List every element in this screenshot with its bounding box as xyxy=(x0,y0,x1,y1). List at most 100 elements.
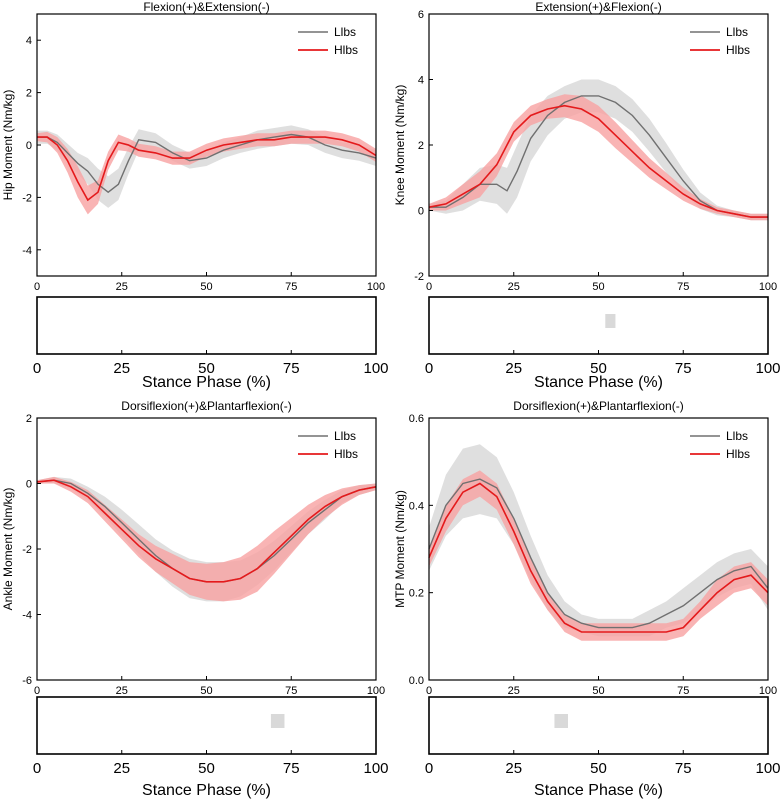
y-tick-label: 0.4 xyxy=(409,500,424,512)
x-tick-label: 0 xyxy=(426,685,432,697)
strip-x-tick-label: 0 xyxy=(425,360,433,377)
series-band-llbs xyxy=(37,125,376,208)
strip-x-tick-label: 75 xyxy=(283,360,300,377)
panel-3: Dorsiflexion(+)&Plantarflexion(-) 2 0 -2 -4 -… xyxy=(1,399,389,799)
strip-x-tick-label: 25 xyxy=(505,760,522,777)
y-tick-label: -4 xyxy=(22,245,32,257)
x-tick-label: 25 xyxy=(116,281,128,293)
x-tick-label: 75 xyxy=(677,281,689,293)
x-tick-label: 50 xyxy=(592,281,604,293)
y-tick-label: 0 xyxy=(26,479,32,491)
x-tick-label: 75 xyxy=(285,281,297,293)
panel-title: Extension(+)&Flexion(-) xyxy=(535,0,661,14)
strip-x-tick-label: 50 xyxy=(198,760,215,777)
series-line-hlbs xyxy=(36,479,377,583)
x-tick-label: 25 xyxy=(508,281,520,293)
strip-x-tick-label: 25 xyxy=(505,360,522,377)
x-tick-label: 75 xyxy=(677,685,689,697)
strip-x-tick-label: 100 xyxy=(755,360,780,377)
x-tick-label: 100 xyxy=(367,685,385,697)
y-tick-label: 0.0 xyxy=(409,675,424,687)
x-tick-label: 0 xyxy=(34,685,40,697)
x-tick-label: 0 xyxy=(34,281,40,293)
y-axis-label: Knee Moment (Nm/kg) xyxy=(393,85,407,206)
significance-marker xyxy=(270,714,285,728)
y-axis-label: Ankle Moment (Nm/kg) xyxy=(1,488,15,611)
significance-strip xyxy=(428,296,769,355)
x-tick-label: 25 xyxy=(116,685,128,697)
panel-1: Flexion(+)&Extension(-) 4 2 0 -2 -4 0 25 50 75 100… xyxy=(1,0,389,391)
y-tick-label: 2 xyxy=(26,88,32,100)
x-axis-label: Stance Phase (%) xyxy=(534,374,663,391)
strip-x-tick-label: 50 xyxy=(590,760,607,777)
y-axis-label: Hip Moment (Nm/kg) xyxy=(1,90,15,201)
x-axis-label: Stance Phase (%) xyxy=(142,782,271,799)
y-axis-label: MTP Moment (Nm/kg) xyxy=(393,490,407,608)
legend-label-hlbs: Hlbs xyxy=(334,447,358,461)
y-tick-label: 0 xyxy=(26,140,32,152)
panel-title: Flexion(+)&Extension(-) xyxy=(143,0,269,14)
strip-x-tick-label: 75 xyxy=(283,760,300,777)
legend-label-hlbs: Hlbs xyxy=(726,447,750,461)
y-tick-label: -2 xyxy=(22,192,32,204)
x-tick-label: 50 xyxy=(200,685,212,697)
x-axis-label: Stance Phase (%) xyxy=(534,782,663,799)
y-tick-label: 2 xyxy=(418,140,424,152)
legend-label-hlbs: Hlbs xyxy=(334,43,358,57)
series-band-llbs xyxy=(429,79,768,221)
strip-x-tick-label: 25 xyxy=(113,360,130,377)
x-tick-label: 100 xyxy=(367,281,385,293)
x-tick-label: 50 xyxy=(200,281,212,293)
x-tick-label: 100 xyxy=(759,685,777,697)
y-tick-label: 0.6 xyxy=(409,413,424,425)
y-tick-label: -2 xyxy=(414,271,424,283)
y-tick-label: 4 xyxy=(418,75,424,87)
x-tick-label: 75 xyxy=(285,685,297,697)
strip-x-tick-label: 0 xyxy=(33,760,41,777)
plot-frame xyxy=(36,417,377,681)
significance-marker xyxy=(554,714,568,728)
series-band-llbs xyxy=(429,444,768,637)
legend-label-llbs: Llbs xyxy=(726,429,748,443)
strip-x-tick-label: 50 xyxy=(590,360,607,377)
strip-x-tick-label: 100 xyxy=(755,760,780,777)
legend-label-llbs: Llbs xyxy=(334,25,356,39)
legend-label-hlbs: Hlbs xyxy=(726,43,750,57)
series-line-hlbs xyxy=(37,136,377,202)
panel-4: Dorsiflexion(+)&Plantarflexion(-) 0.6 0.4 0… xyxy=(393,399,781,799)
strip-x-tick-label: 100 xyxy=(363,760,388,777)
significance-strip xyxy=(36,696,377,755)
series-line-hlbs xyxy=(428,104,768,218)
plot-frame xyxy=(428,13,769,277)
y-tick-label: -4 xyxy=(22,610,32,622)
x-tick-label: 25 xyxy=(508,685,520,697)
strip-x-tick-label: 100 xyxy=(363,360,388,377)
significance-strip xyxy=(428,696,769,755)
y-tick-label: 2 xyxy=(26,413,32,425)
y-tick-label: 0.2 xyxy=(409,588,424,600)
series-band-hlbs xyxy=(429,470,768,641)
y-tick-label: -6 xyxy=(22,675,32,687)
series-band-hlbs xyxy=(37,476,376,602)
legend-label-llbs: Llbs xyxy=(726,25,748,39)
strip-x-tick-label: 75 xyxy=(675,360,692,377)
strip-x-tick-label: 25 xyxy=(113,760,130,777)
panel-title: Dorsiflexion(+)&Plantarflexion(-) xyxy=(121,399,291,413)
series-line-llbs xyxy=(428,478,769,629)
strip-x-tick-label: 0 xyxy=(33,360,41,377)
significance-strip xyxy=(36,296,377,355)
x-tick-label: 50 xyxy=(592,685,604,697)
strip-x-tick-label: 50 xyxy=(198,360,215,377)
strip-x-tick-label: 0 xyxy=(425,760,433,777)
significance-marker xyxy=(605,314,616,328)
y-tick-label: 6 xyxy=(418,9,424,21)
series-band-hlbs xyxy=(429,94,768,221)
series-line-hlbs xyxy=(428,482,769,633)
y-tick-label: 4 xyxy=(26,35,32,47)
legend-label-llbs: Llbs xyxy=(334,429,356,443)
y-tick-label: -2 xyxy=(22,544,32,556)
x-axis-label: Stance Phase (%) xyxy=(142,374,271,391)
x-tick-label: 100 xyxy=(759,281,777,293)
